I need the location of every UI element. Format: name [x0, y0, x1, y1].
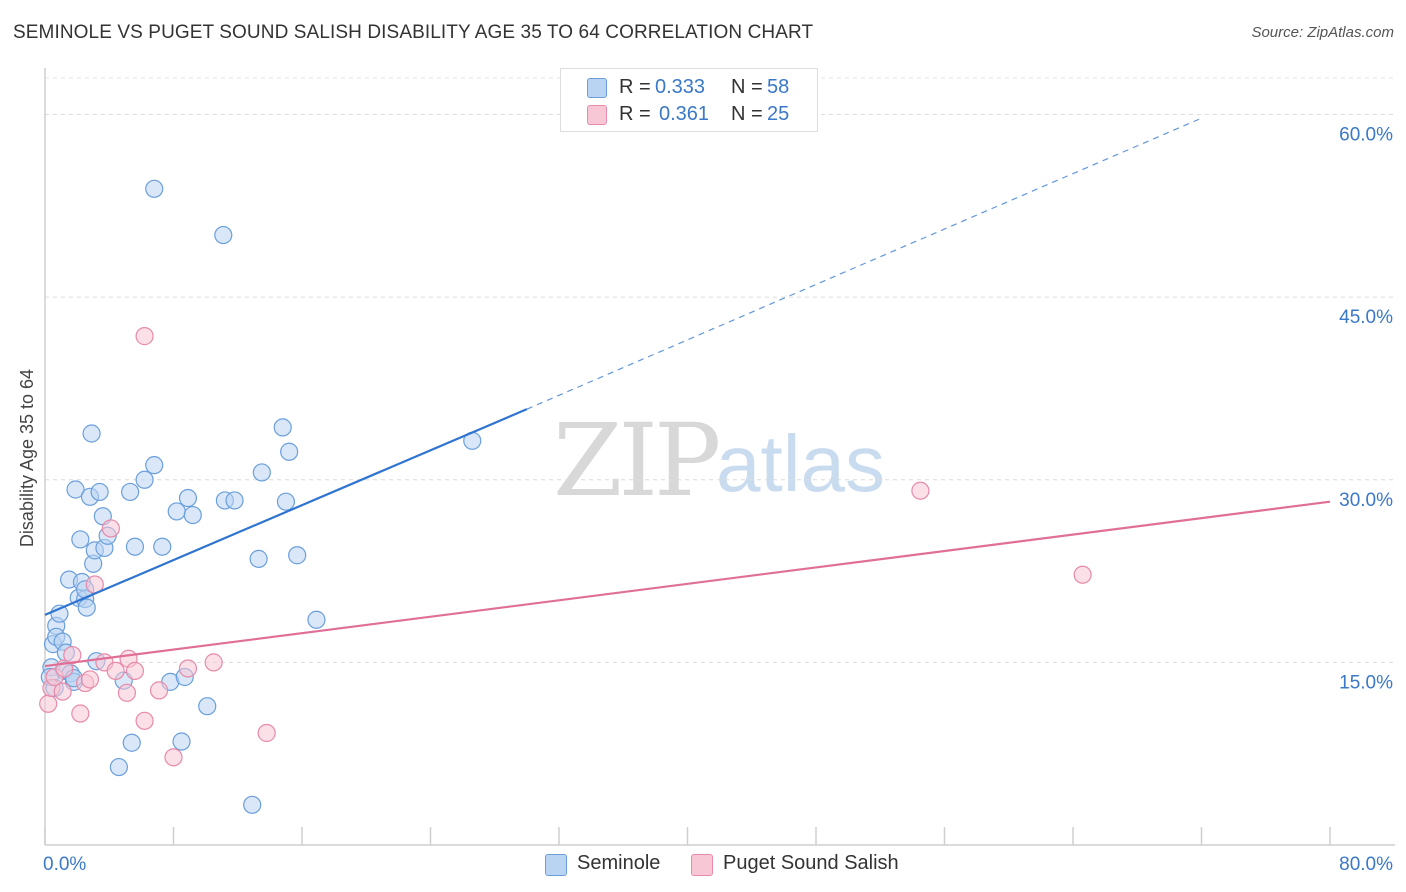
seminole-point-53	[288, 546, 307, 565]
y-tick-label-45: 45.0%	[1339, 307, 1393, 328]
seminole-point-44	[214, 225, 233, 245]
puget-point-3	[53, 682, 72, 701]
seminole-point-50	[273, 418, 292, 437]
legend-r-value-seminole: 0.333	[655, 76, 706, 98]
seminole-trend-extension	[526, 117, 1202, 410]
puget-point-23	[911, 481, 930, 500]
puget-point-13	[117, 683, 137, 702]
seminole-point-31	[122, 733, 141, 752]
y-tick-label-60: 60.0%	[1339, 125, 1393, 146]
seminole-point-30	[121, 482, 140, 502]
puget-point-8	[80, 670, 100, 689]
seminole-point-43	[198, 697, 217, 716]
labels-layer: 15.0% 30.0% 45.0% 60.0% 0.0% 80.0% Disability …	[17, 125, 1393, 875]
seminole-point-33	[135, 470, 154, 489]
seminole-point-49	[252, 463, 271, 482]
axes-layer	[44, 68, 1395, 846]
puget-point-22	[257, 723, 276, 743]
points-layer	[39, 179, 1092, 814]
legend-r-value-puget: 0.361	[659, 103, 710, 125]
seminole-point-41	[178, 488, 198, 508]
seminole-point-51	[276, 492, 296, 511]
bottom-legend-swatch-puget	[691, 854, 713, 876]
legend-r-label: R =	[619, 76, 651, 98]
legend-swatch-puget	[587, 105, 607, 125]
seminole-trend-line	[44, 408, 528, 616]
legend-swatch-seminole	[587, 78, 607, 98]
puget-point-16	[135, 711, 154, 730]
puget-trend-line	[44, 500, 1331, 668]
puget-point-17	[135, 327, 154, 346]
seminole-point-47	[243, 795, 262, 814]
grid-layer	[45, 77, 1395, 663]
seminole-point-12	[66, 480, 85, 499]
seminole-point-28	[109, 757, 128, 777]
y-tick-label-30: 30.0%	[1339, 490, 1393, 511]
source-label: Source: ZipAtlas.com	[1251, 24, 1394, 41]
puget-point-0	[39, 694, 58, 713]
legend-box: R = 0.333 N = 58 R = 0.361 N = 25	[560, 68, 818, 132]
seminole-point-48	[249, 549, 268, 568]
chart-title: SEMINOLE VS PUGET SOUND SALISH DISABILIT…	[13, 22, 814, 43]
legend-n-label: N =	[731, 103, 763, 125]
watermark-atlas: atlas	[716, 419, 885, 508]
y-tick-label-15: 15.0%	[1339, 672, 1393, 693]
puget-point-18	[149, 681, 169, 700]
puget-point-21	[204, 653, 223, 672]
puget-point-24	[1073, 565, 1092, 584]
legend-n-value-seminole: 58	[767, 76, 790, 98]
seminole-point-52	[280, 442, 299, 461]
trend-layer	[44, 117, 1331, 668]
seminole-point-32	[125, 537, 145, 556]
puget-point-20	[178, 659, 198, 678]
seminole-point-18	[77, 598, 96, 617]
bottom-legend-swatch-seminole	[545, 854, 567, 876]
seminole-point-34	[145, 456, 164, 475]
seminole-point-20	[82, 424, 101, 443]
seminole-point-36	[153, 537, 172, 556]
puget-point-11	[101, 519, 120, 538]
x-tick-label-min: 0.0%	[43, 854, 86, 875]
seminole-point-38	[167, 502, 186, 521]
seminole-point-46	[225, 491, 244, 510]
puget-point-6	[71, 704, 90, 723]
seminole-point-39	[172, 732, 191, 751]
puget-point-19	[164, 748, 183, 767]
bottom-legend-label-puget: Puget Sound Salish	[723, 852, 899, 874]
legend-n-label: N =	[731, 76, 763, 98]
watermark-zip: ZIP	[553, 402, 721, 519]
legend-r-label: R =	[619, 103, 651, 125]
seminole-point-42	[183, 505, 202, 525]
y-axis-label: Disability Age 35 to 64	[17, 369, 37, 547]
seminole-point-35	[145, 179, 164, 198]
x-tick-label-max: 80.0%	[1339, 854, 1393, 875]
seminole-point-24	[90, 482, 109, 502]
seminole-point-54	[307, 610, 326, 629]
seminole-point-14	[71, 530, 90, 549]
puget-point-12	[106, 661, 125, 681]
legend-n-value-puget: 25	[767, 103, 790, 125]
bottom-legend-label-seminole: Seminole	[577, 852, 661, 874]
puget-point-15	[125, 661, 145, 681]
